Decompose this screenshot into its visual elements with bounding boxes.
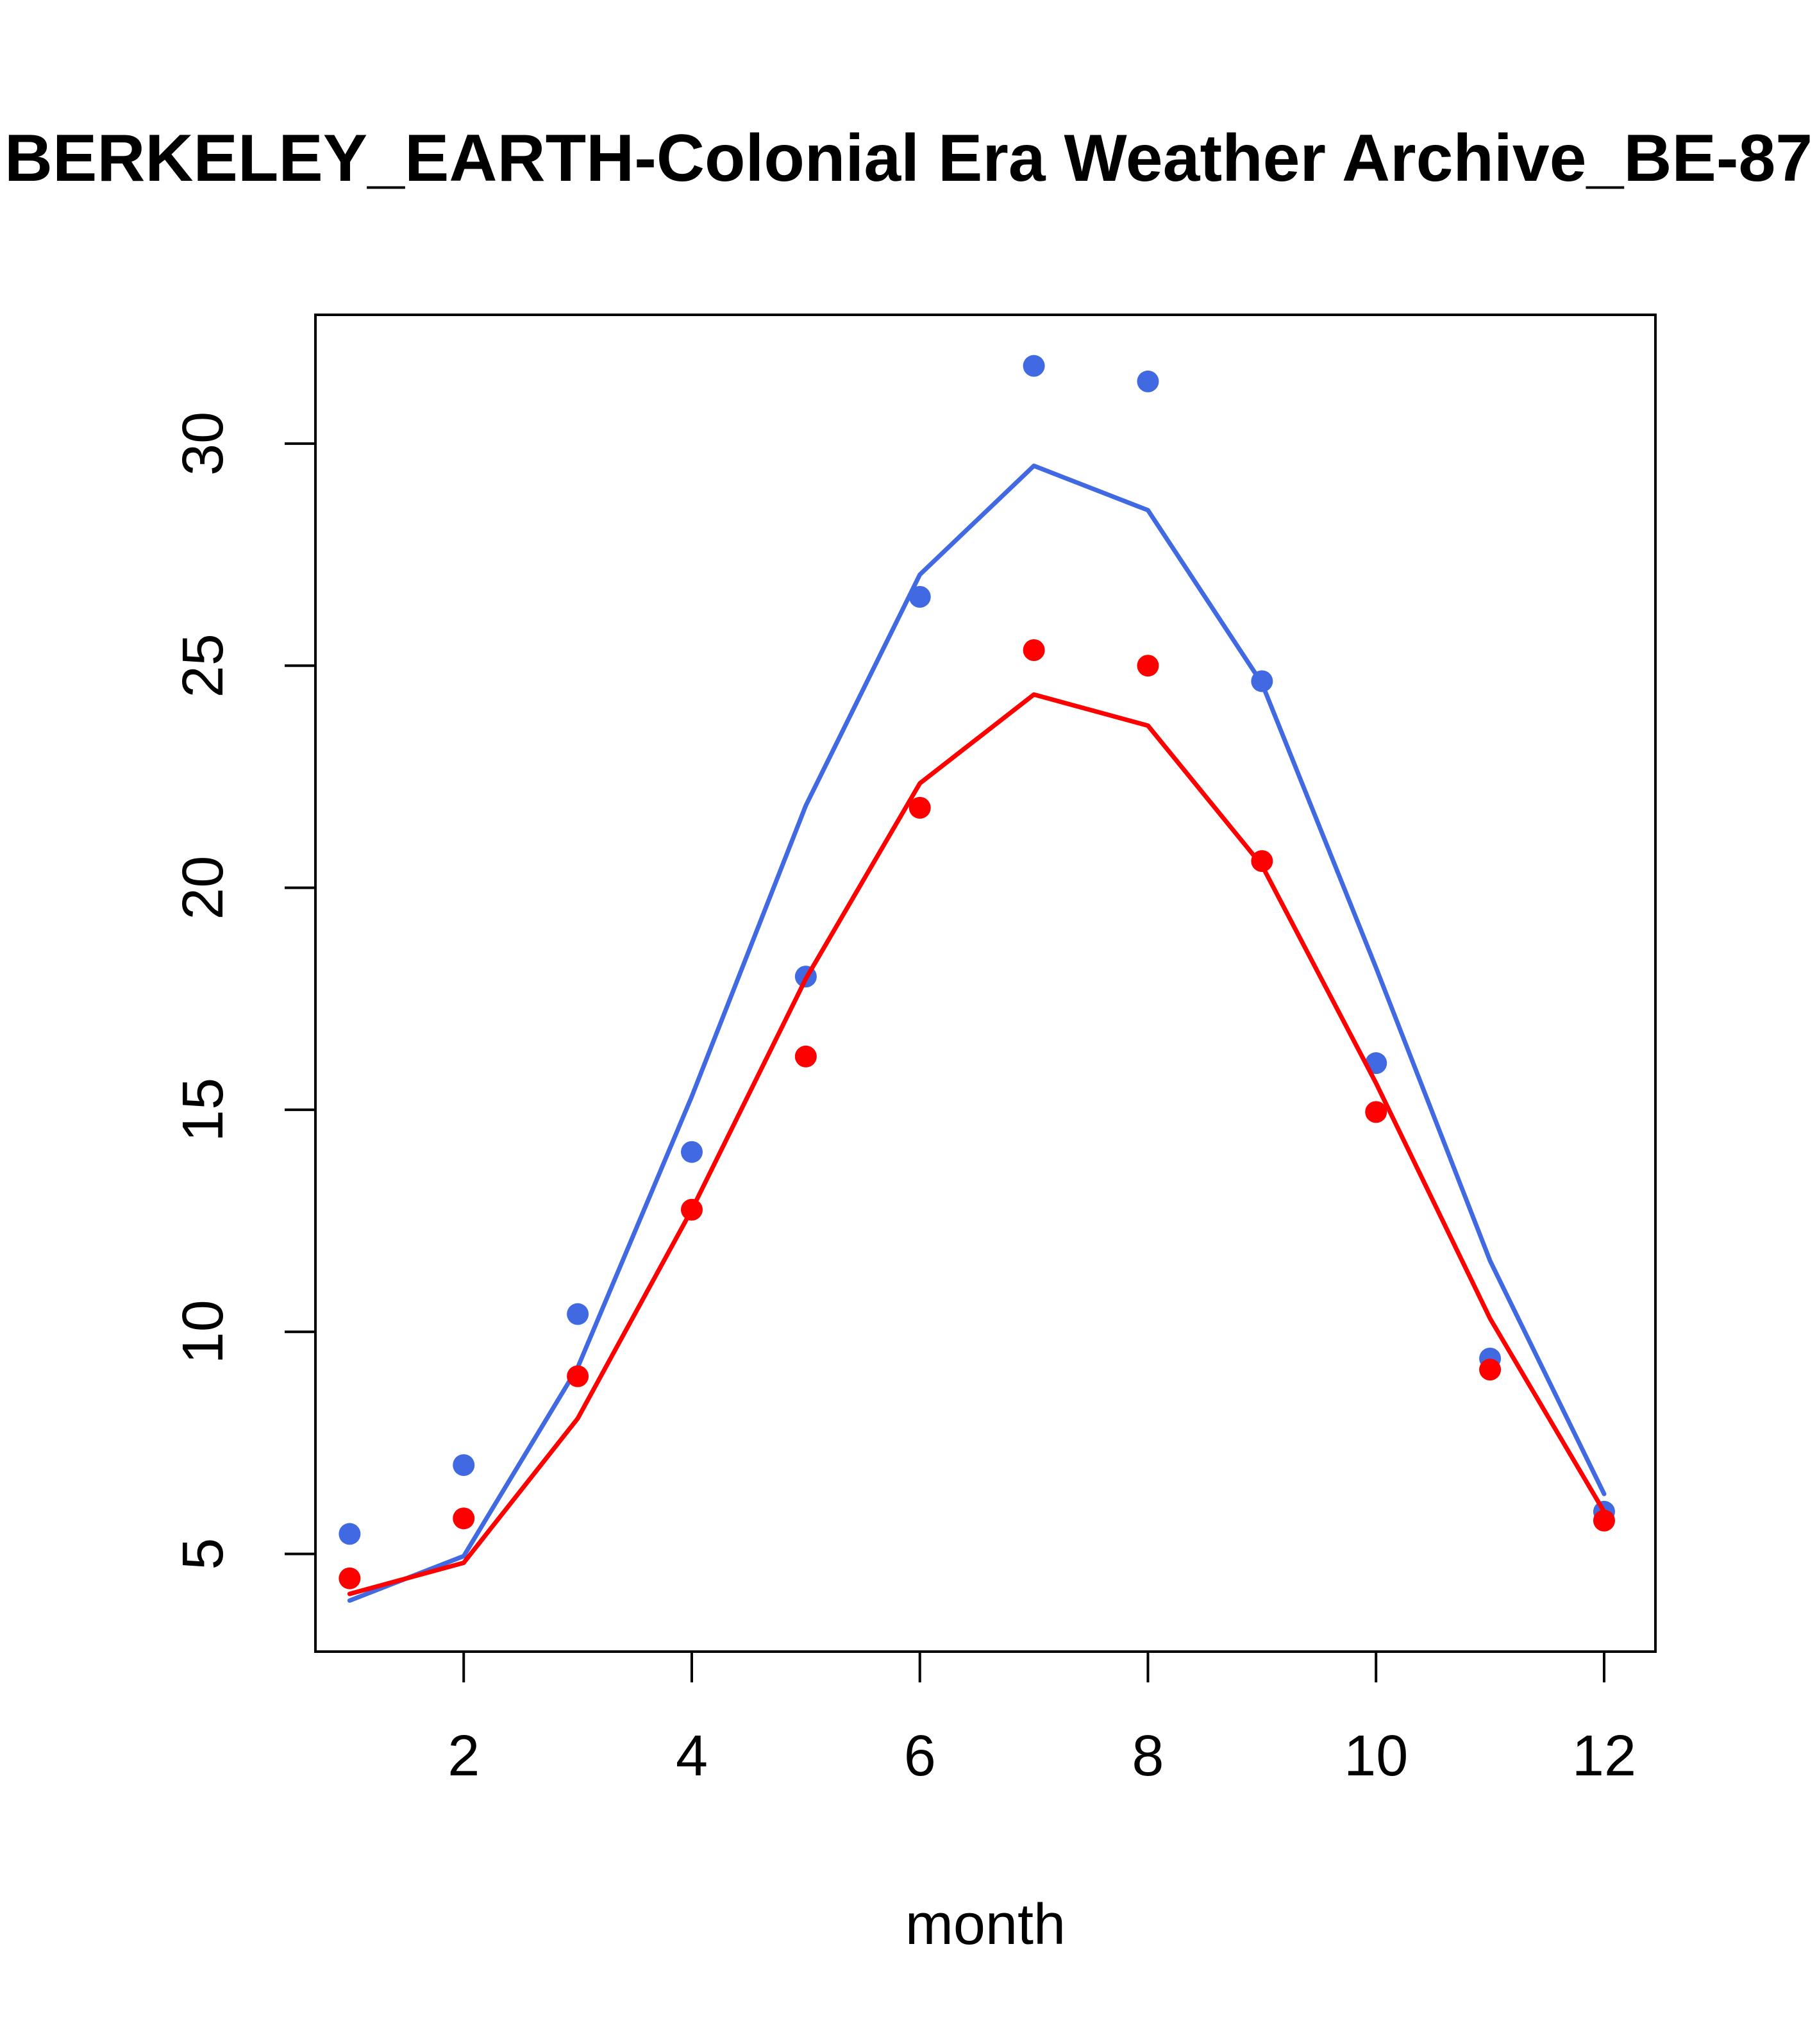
data-point	[339, 1567, 361, 1589]
y-tick-label: 5	[171, 1538, 235, 1570]
data-point	[680, 1141, 703, 1163]
data-point	[1479, 1359, 1502, 1381]
plot-frame	[314, 314, 1657, 1653]
data-point	[908, 585, 931, 608]
y-tick-label: 15	[171, 1078, 235, 1142]
x-tick-label: 2	[448, 1724, 480, 1788]
y-tick-label: 30	[171, 412, 235, 476]
x-tick-label: 12	[1572, 1724, 1636, 1788]
x-axis: 2 4 6 8 10 12	[448, 1650, 1636, 1788]
data-point	[453, 1507, 475, 1530]
chart-title: BERKELEY_EARTH-Colonial Era Weather Arch…	[4, 121, 1813, 196]
data-point	[1251, 670, 1273, 692]
y-axis: 5 10 15 20 25 30	[171, 412, 317, 1570]
data-point	[567, 1365, 589, 1387]
data-point	[453, 1454, 475, 1477]
series-1	[339, 355, 1615, 1603]
data-point	[1137, 655, 1159, 677]
data-point	[1023, 355, 1045, 377]
data-point	[1593, 1509, 1615, 1532]
data-point	[1023, 639, 1045, 661]
data-point	[680, 1198, 703, 1221]
x-tick-label: 10	[1344, 1724, 1408, 1788]
series-line	[347, 464, 1607, 1603]
y-tick-label: 25	[171, 633, 235, 698]
series-2	[339, 639, 1615, 1596]
data-point	[794, 1045, 817, 1068]
series-line	[347, 692, 1607, 1596]
x-tick-label: 6	[904, 1724, 936, 1788]
data-point	[1251, 850, 1273, 873]
data-point	[1365, 1101, 1387, 1123]
x-axis-label: month	[905, 1893, 1066, 1957]
y-tick-label: 20	[171, 856, 235, 920]
y-tick-label: 10	[171, 1300, 235, 1364]
series-layer	[339, 355, 1615, 1603]
x-tick-label: 4	[676, 1724, 708, 1788]
data-point	[1137, 370, 1159, 392]
data-point	[567, 1303, 589, 1325]
data-point	[339, 1523, 361, 1545]
data-point	[908, 796, 931, 819]
x-tick-label: 8	[1132, 1724, 1164, 1788]
